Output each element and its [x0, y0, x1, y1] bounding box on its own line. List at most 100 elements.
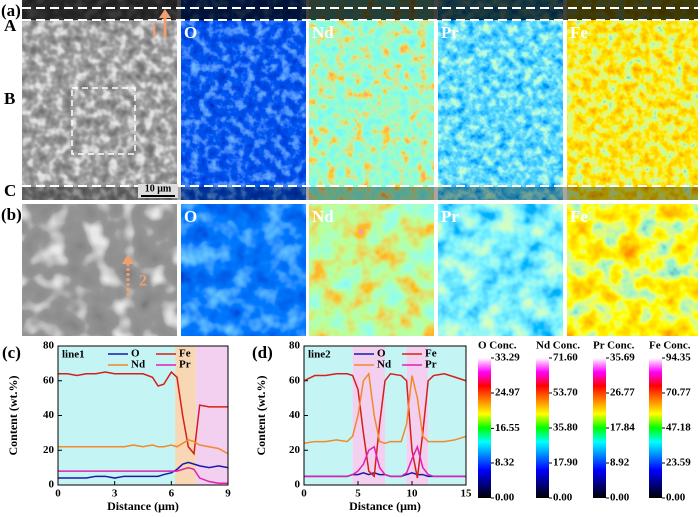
- region: [58, 346, 176, 485]
- inset-label: line1: [62, 349, 85, 361]
- colorbar-tick-label: 94.35: [666, 352, 691, 364]
- row-b-images: [22, 204, 698, 336]
- y-axis-label: Content (wt.%): [254, 376, 268, 456]
- colorbar-tick-label: 33.29: [495, 352, 520, 364]
- y-axis-label: Content (wt.%): [6, 376, 20, 456]
- o-map: [181, 0, 306, 200]
- colorbar-tick-label: 35.80: [553, 422, 578, 434]
- map-label: Nd: [312, 207, 334, 226]
- y-tick-label: 0: [49, 479, 55, 491]
- colorbar-tick-label: 17.90: [553, 457, 578, 469]
- sem-image: [22, 204, 177, 336]
- arrow-head: [122, 254, 134, 264]
- colorbar-title: Nd Conc.: [536, 340, 580, 352]
- nd-map: [309, 0, 434, 200]
- scale-bar-label: 10 μm: [145, 183, 172, 194]
- zoom-box: [71, 87, 136, 155]
- map-label: O: [184, 23, 197, 42]
- legend-label: Pr: [425, 359, 437, 371]
- map-label: Fe: [570, 207, 588, 226]
- legend-label: Pr: [179, 359, 191, 371]
- x-axis-label: Distance (μm): [107, 499, 179, 513]
- colorbar: [478, 358, 491, 498]
- zone-label: A: [4, 16, 17, 35]
- series-line: [303, 371, 467, 445]
- colorbar-tick-label: 53.70: [553, 387, 578, 399]
- series-line: [58, 439, 229, 455]
- panel-label: (a): [1, 1, 21, 20]
- zone-c-band: [22, 187, 698, 200]
- y-tick-label: 80: [43, 340, 55, 352]
- colorbar: [593, 358, 606, 498]
- legend-label: Nd: [131, 359, 145, 371]
- plot-frame: [303, 345, 467, 486]
- y-tick-label: 40: [289, 409, 301, 421]
- colorbar-title: O Conc.: [478, 340, 517, 352]
- colorbar-tick-label: 8.32: [495, 457, 515, 469]
- arrow-label: 1: [150, 23, 158, 40]
- region: [385, 346, 407, 485]
- zone-a-band: [22, 0, 698, 20]
- row-a-images: [22, 0, 698, 200]
- colorbar-tick-label: 0.00: [495, 492, 515, 504]
- colorbar-tick-label: 17.84: [610, 422, 635, 434]
- colorbar-tick-label: 16.55: [495, 422, 520, 434]
- x-tick-label: 5: [355, 488, 361, 500]
- scale-box: [138, 184, 178, 198]
- colorbar-tick-label: 23.59: [666, 457, 691, 469]
- map-label: Fe: [570, 23, 588, 42]
- arrow-head: [159, 9, 171, 18]
- panel-label: (d): [252, 343, 273, 362]
- colorbar-tick-label: 26.77: [610, 387, 635, 399]
- y-tick-label: 40: [43, 409, 55, 421]
- x-tick-label: 3: [112, 488, 118, 500]
- colorbar-tick-label: 0.00: [610, 492, 630, 504]
- y-tick-label: 80: [289, 340, 301, 352]
- colorbar-title: Fe Conc.: [649, 340, 691, 352]
- colorbar-tick-label: 0.00: [553, 492, 573, 504]
- pr-map: [438, 0, 563, 200]
- colorbar: [536, 358, 549, 498]
- colorbar-tick-label: 24.97: [495, 387, 520, 399]
- map-label: Pr: [441, 23, 459, 42]
- map-label: Nd: [312, 23, 334, 42]
- y-tick-label: 20: [43, 444, 55, 456]
- series-line: [58, 370, 228, 456]
- x-tick-label: 15: [461, 488, 473, 500]
- plot-frame: [57, 345, 229, 486]
- zone-label: C: [4, 181, 16, 200]
- map-label: Pr: [441, 207, 459, 226]
- legend-label: Nd: [377, 359, 391, 371]
- series-line: [304, 444, 466, 478]
- panel-label: (b): [1, 205, 22, 224]
- region: [428, 346, 466, 485]
- y-tick-label: 20: [289, 444, 301, 456]
- legend-label: O: [131, 348, 140, 360]
- legend-label: Fe: [179, 348, 191, 360]
- y-tick-label: 60: [43, 374, 55, 386]
- pr-map: [438, 204, 563, 336]
- series-line: [58, 461, 229, 479]
- colorbar-tick-label: 47.18: [666, 422, 691, 434]
- legend-label: Fe: [425, 348, 437, 360]
- x-tick-label: 9: [225, 488, 231, 500]
- series-line: [303, 372, 467, 479]
- colorbar-tick-label: 35.69: [610, 352, 635, 364]
- legend-label: O: [377, 348, 386, 360]
- colorbar: [649, 358, 662, 498]
- colorbar-tick-label: 8.92: [610, 457, 630, 469]
- x-tick-label: 10: [407, 488, 419, 500]
- map-label: O: [184, 207, 197, 226]
- x-axis-label: Distance (μm): [349, 499, 421, 513]
- colorbar-title: Pr Conc.: [593, 340, 635, 352]
- fe-map: [567, 204, 698, 336]
- y-tick-label: 0: [295, 479, 301, 491]
- x-tick-label: 6: [169, 488, 175, 500]
- colorbar-tick-label: 0.00: [666, 492, 686, 504]
- fe-map: [567, 0, 698, 200]
- sem-image: [22, 0, 177, 200]
- region: [304, 346, 353, 485]
- series-line: [58, 466, 228, 485]
- x-tick-label: 0: [301, 488, 307, 500]
